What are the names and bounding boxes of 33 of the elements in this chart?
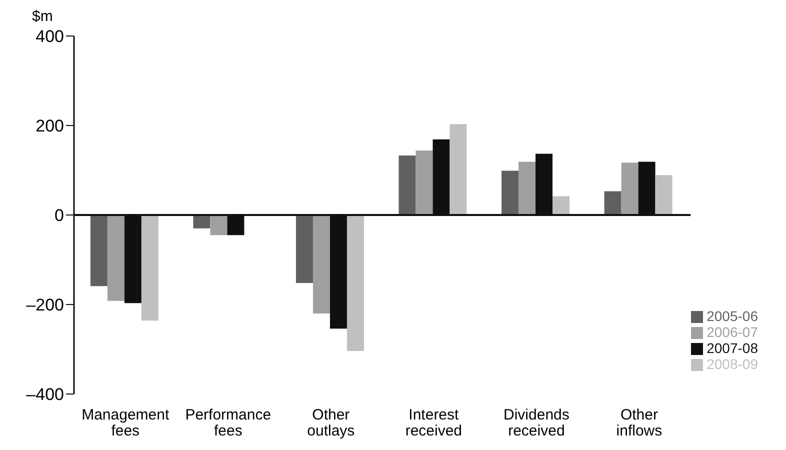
bar — [346, 215, 364, 352]
x-tick-label: Dividends received — [504, 406, 570, 440]
bar — [621, 162, 638, 215]
x-tick-label: Management fees — [82, 406, 170, 440]
x-tick-label: Interest received — [405, 406, 462, 440]
bar — [296, 215, 313, 284]
legend-label: 2007-08 — [706, 340, 758, 356]
x-tick-label: Other inflows — [616, 406, 662, 440]
bar — [552, 196, 570, 215]
y-tick-label: 400 — [36, 27, 64, 46]
bar — [502, 170, 519, 215]
bar — [655, 175, 672, 215]
bar — [312, 215, 330, 314]
bar — [107, 215, 124, 301]
y-tick-label: 0 — [54, 206, 64, 226]
bar — [193, 215, 210, 228]
x-tick-label: Other outlays — [307, 406, 355, 440]
legend-label: 2005-06 — [706, 308, 758, 324]
bar — [450, 124, 467, 215]
legend-label: 2006-07 — [706, 324, 758, 340]
bar — [416, 150, 433, 215]
bar — [210, 215, 228, 236]
y-tick-label: –400 — [26, 385, 64, 404]
bar — [518, 162, 536, 215]
legend-label: 2008-09 — [706, 356, 758, 372]
x-tick-label: Performance fees — [185, 406, 272, 440]
bar — [604, 191, 622, 215]
y-tick-label: –200 — [26, 296, 64, 315]
bar — [90, 215, 108, 286]
y-tick-label: 200 — [36, 116, 64, 136]
bar — [141, 215, 158, 321]
y-axis-title: $m — [32, 8, 53, 25]
bar — [398, 155, 416, 215]
